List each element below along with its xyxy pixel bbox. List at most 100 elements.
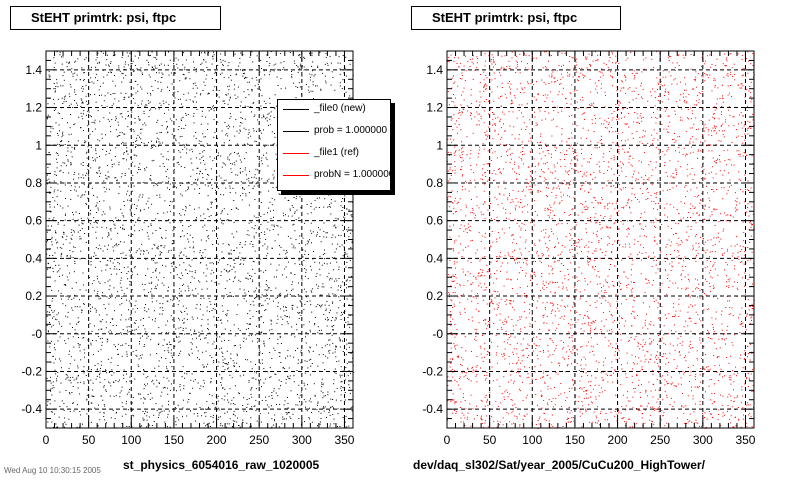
data-point bbox=[235, 74, 237, 76]
data-point bbox=[140, 138, 142, 140]
data-point bbox=[157, 184, 159, 186]
data-point bbox=[185, 77, 187, 79]
data-point bbox=[83, 88, 85, 90]
data-point bbox=[540, 390, 542, 392]
data-point bbox=[317, 332, 319, 334]
data-point bbox=[70, 114, 72, 115]
data-point bbox=[199, 158, 201, 160]
data-point bbox=[544, 418, 546, 420]
data-point bbox=[550, 338, 552, 340]
data-point bbox=[527, 83, 529, 85]
data-point bbox=[257, 216, 259, 218]
data-point bbox=[639, 370, 641, 372]
data-point bbox=[182, 208, 184, 210]
data-point bbox=[132, 129, 134, 131]
data-point bbox=[200, 93, 202, 95]
data-point bbox=[342, 351, 344, 352]
data-point bbox=[341, 374, 343, 376]
data-point bbox=[176, 417, 178, 419]
data-point bbox=[651, 420, 653, 422]
data-point bbox=[86, 399, 88, 401]
data-point bbox=[701, 226, 703, 228]
data-point bbox=[80, 177, 82, 179]
data-point bbox=[158, 383, 160, 384]
data-point bbox=[50, 388, 52, 390]
data-point bbox=[345, 56, 347, 58]
data-point bbox=[213, 361, 215, 363]
data-point bbox=[326, 301, 328, 302]
data-point bbox=[261, 353, 263, 354]
data-point bbox=[85, 141, 87, 143]
data-point bbox=[121, 173, 123, 175]
data-point bbox=[472, 371, 474, 373]
data-point bbox=[558, 323, 560, 325]
data-point bbox=[336, 312, 338, 314]
data-point bbox=[650, 358, 652, 360]
data-point bbox=[107, 118, 109, 120]
data-point bbox=[251, 368, 253, 370]
data-point bbox=[744, 96, 746, 98]
data-point bbox=[109, 395, 111, 397]
data-point bbox=[213, 110, 215, 112]
data-point bbox=[81, 101, 83, 103]
data-point bbox=[277, 343, 279, 345]
data-point bbox=[141, 354, 143, 356]
data-point bbox=[509, 393, 511, 395]
data-point bbox=[210, 416, 212, 418]
data-point bbox=[750, 187, 752, 189]
data-point bbox=[122, 215, 124, 217]
data-point bbox=[141, 103, 143, 105]
data-point bbox=[161, 391, 163, 393]
data-point bbox=[254, 405, 256, 407]
data-point bbox=[318, 411, 320, 413]
data-point bbox=[163, 284, 165, 286]
data-point bbox=[447, 385, 449, 387]
data-point bbox=[204, 256, 206, 258]
data-point bbox=[209, 156, 211, 158]
data-point bbox=[149, 178, 151, 180]
data-point bbox=[629, 426, 631, 428]
data-point bbox=[232, 280, 234, 282]
data-point bbox=[538, 162, 540, 164]
data-point bbox=[230, 79, 232, 81]
data-point bbox=[747, 207, 749, 208]
data-point bbox=[448, 56, 450, 58]
data-point bbox=[57, 426, 58, 428]
data-point bbox=[318, 330, 320, 331]
data-point bbox=[319, 51, 321, 53]
data-point bbox=[273, 64, 275, 66]
data-point bbox=[69, 250, 71, 251]
data-point bbox=[260, 316, 262, 318]
data-point bbox=[255, 183, 257, 185]
data-point bbox=[59, 358, 60, 360]
data-point bbox=[113, 103, 115, 105]
data-point bbox=[49, 346, 51, 348]
data-point bbox=[183, 235, 185, 237]
data-point bbox=[230, 358, 232, 360]
data-point bbox=[259, 413, 261, 415]
data-point bbox=[307, 243, 309, 245]
data-point bbox=[295, 239, 297, 241]
data-point bbox=[312, 61, 314, 63]
data-point bbox=[332, 399, 334, 400]
data-point bbox=[454, 402, 456, 404]
data-point bbox=[159, 132, 161, 134]
data-point bbox=[153, 57, 155, 58]
data-point bbox=[95, 378, 97, 380]
data-point bbox=[119, 263, 120, 265]
data-point bbox=[164, 245, 166, 247]
data-point bbox=[206, 74, 208, 76]
data-point bbox=[340, 376, 341, 378]
data-point bbox=[277, 395, 279, 397]
data-point bbox=[172, 299, 174, 301]
data-point bbox=[166, 343, 168, 345]
data-point bbox=[338, 278, 340, 279]
data-point bbox=[92, 226, 94, 228]
data-point bbox=[270, 217, 272, 219]
data-point bbox=[112, 246, 114, 248]
data-point bbox=[291, 284, 293, 285]
data-point bbox=[183, 318, 185, 320]
data-point bbox=[157, 417, 159, 418]
data-point bbox=[330, 406, 332, 408]
data-point bbox=[195, 288, 197, 290]
